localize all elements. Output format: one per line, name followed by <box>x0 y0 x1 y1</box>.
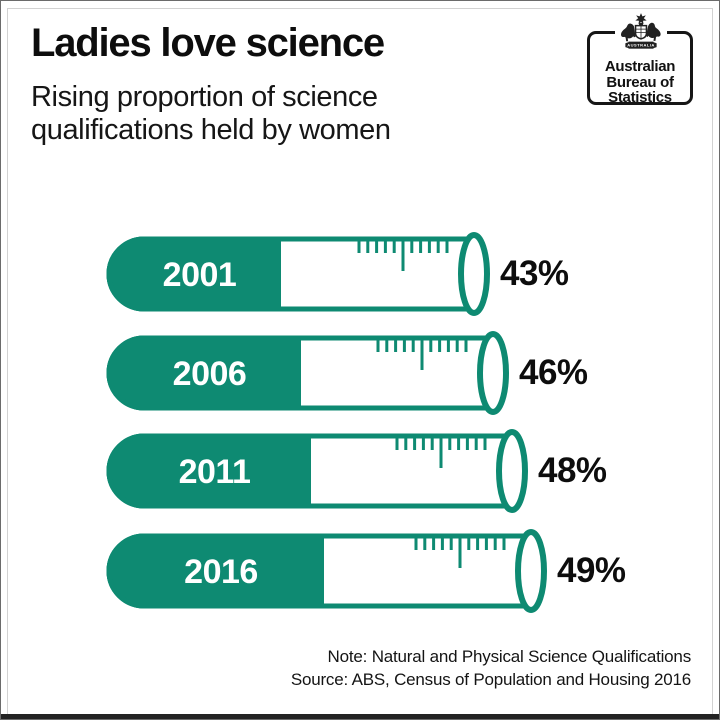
coat-of-arms-svg: AUSTRALIA <box>621 13 661 49</box>
subtitle-line-1: Rising proportion of science <box>31 81 378 113</box>
year-label: 2011 <box>179 453 251 491</box>
tube-fill <box>106 236 281 312</box>
test-tube-row: 2011 48% <box>1 426 719 518</box>
test-tube: 2001 <box>106 232 490 316</box>
test-tube: 2006 <box>106 331 509 415</box>
abs-logo-line-1: Australian <box>604 58 676 75</box>
value-label: 49% <box>557 551 626 590</box>
value-label: 46% <box>519 353 588 392</box>
abs-logo-line-3: Statistics <box>608 89 672 106</box>
coat-of-arms-banner-text: AUSTRALIA <box>627 43 655 48</box>
subtitle-line-2: qualifications held by women <box>31 114 391 146</box>
page-title: Ladies love science <box>31 21 385 65</box>
tube-fill <box>106 433 311 509</box>
tube-outline <box>106 335 493 411</box>
value-label: 43% <box>500 254 569 293</box>
year-label: 2016 <box>184 553 258 591</box>
tube-opening <box>477 331 509 415</box>
test-tube: 2016 <box>106 529 547 613</box>
test-tube-row: 2016 49% <box>1 526 719 618</box>
footer-notes: Note: Natural and Physical Science Quali… <box>291 645 691 691</box>
tube-outline <box>106 236 474 312</box>
bottom-accent-bar <box>1 714 719 719</box>
year-label: 2006 <box>173 355 247 393</box>
tube-opening <box>496 429 528 513</box>
tube-fill <box>106 335 301 411</box>
subtitle: Rising proportion of science qualificati… <box>31 81 391 147</box>
footer-note: Note: Natural and Physical Science Quali… <box>327 647 692 666</box>
test-tube: 2011 <box>106 429 528 513</box>
year-label: 2001 <box>163 256 237 294</box>
tube-opening <box>458 232 490 316</box>
tube-outline <box>106 533 531 609</box>
abs-logo-line-2: Bureau of <box>606 73 674 91</box>
tube-outline <box>106 433 512 509</box>
tube-fill <box>106 533 324 609</box>
value-label: 48% <box>538 451 607 490</box>
coat-of-arms-icon: AUSTRALIA <box>615 11 667 59</box>
footer-source: Source: ABS, Census of Population and Ho… <box>290 670 691 689</box>
tube-opening <box>515 529 547 613</box>
test-tube-row: 2001 43% <box>1 229 719 321</box>
test-tube-row: 2006 46% <box>1 328 719 420</box>
